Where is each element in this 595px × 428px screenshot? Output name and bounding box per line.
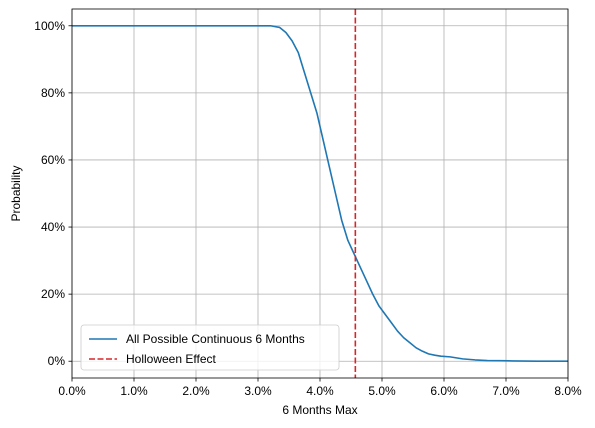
- y-tick-label: 60%: [41, 153, 65, 167]
- plot-area: [72, 9, 568, 378]
- legend-entry-label: Holloween Effect: [126, 352, 216, 366]
- x-tick-label: 2.0%: [182, 384, 210, 398]
- x-tick-label: 1.0%: [120, 384, 148, 398]
- y-tick-label: 40%: [41, 220, 65, 234]
- x-tick-label: 8.0%: [554, 384, 582, 398]
- x-tick-label: 6.0%: [430, 384, 458, 398]
- x-tick-label: 0.0%: [58, 384, 86, 398]
- x-tick-label: 7.0%: [492, 384, 520, 398]
- y-tick-label: 20%: [41, 287, 65, 301]
- y-tick-label: 100%: [34, 19, 65, 33]
- y-axis-label: Probability: [9, 165, 23, 221]
- legend: All Possible Continuous 6 Months Hollowee…: [80, 324, 340, 371]
- y-axis-ticks: 0% 20% 40% 60% 80% 100%: [34, 19, 72, 368]
- series-line-continuous-6-months: [72, 24, 568, 363]
- x-axis-ticks: 0.0% 1.0% 2.0% 3.0% 4.0% 5.0% 6.0% 7.0% 8.0%: [58, 378, 582, 398]
- legend-entry-label: All Possible Continuous 6 Months: [126, 332, 305, 346]
- legend-box: [80, 324, 340, 371]
- y-tick-label: 0%: [48, 354, 66, 368]
- x-tick-label: 3.0%: [244, 384, 272, 398]
- x-tick-label: 4.0%: [306, 384, 334, 398]
- x-axis-label: 6 Months Max: [282, 403, 357, 417]
- x-tick-label: 5.0%: [368, 384, 396, 398]
- y-tick-label: 80%: [41, 86, 65, 100]
